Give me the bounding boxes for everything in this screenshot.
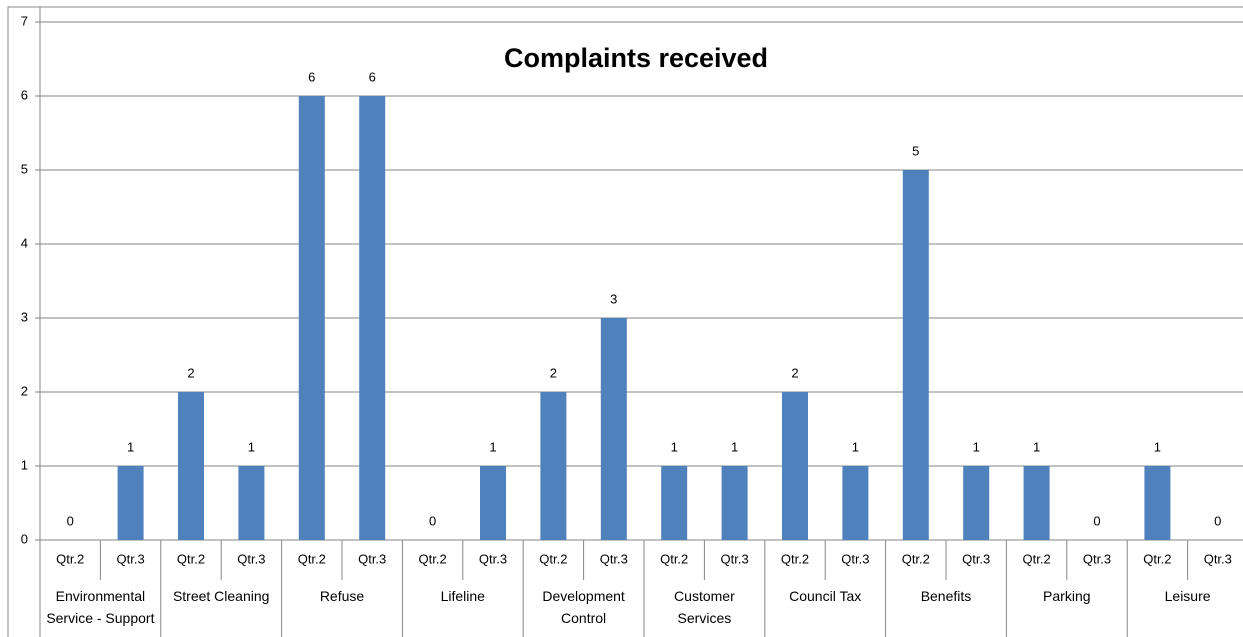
value-label: 2 (550, 365, 557, 380)
value-label: 5 (912, 143, 919, 158)
value-label: 6 (308, 69, 315, 84)
x-tick-label: Qtr.3 (358, 551, 386, 566)
bar (540, 392, 567, 540)
y-tick-label: 1 (21, 457, 28, 472)
bar (902, 170, 929, 540)
value-label: 1 (248, 439, 255, 454)
y-tick-label: 6 (21, 87, 28, 102)
chart-border (7, 6, 1243, 637)
group-label: Development Control (542, 588, 625, 626)
x-tick-label: Qtr.2 (1143, 551, 1171, 566)
x-tick-label: Qtr.3 (721, 551, 749, 566)
bar (480, 466, 506, 540)
bar (1144, 466, 1171, 540)
y-tick-label: 2 (21, 383, 28, 398)
x-tick-label: Qtr.3 (600, 551, 628, 566)
value-label: 1 (489, 439, 496, 454)
x-tick-label: Qtr.3 (479, 551, 507, 566)
x-tick-label: Qtr.2 (1023, 551, 1051, 566)
chart-title: Complaints received (504, 43, 768, 73)
x-tick-label: Qtr.2 (419, 551, 447, 566)
x-tick-label: Qtr.3 (962, 551, 990, 566)
value-label: 0 (429, 513, 436, 528)
y-tick-label: 5 (21, 161, 28, 176)
x-tick-label: Qtr.3 (841, 551, 869, 566)
x-tick-label: Qtr.2 (539, 551, 567, 566)
bar (661, 466, 688, 540)
group-label: Refuse (319, 588, 365, 604)
x-tick-label: Qtr.2 (781, 551, 809, 566)
bar (117, 466, 144, 540)
value-label: 1 (1154, 439, 1161, 454)
group-label: Customer Services (674, 588, 735, 626)
value-label: 0 (1093, 513, 1100, 528)
x-tick-label: Qtr.2 (902, 551, 930, 566)
value-label: 1 (852, 439, 859, 454)
x-tick-label: Qtr.3 (1083, 551, 1111, 566)
y-tick-label: 3 (21, 309, 28, 324)
value-label: 2 (187, 365, 194, 380)
value-label: 1 (127, 439, 134, 454)
group-label: Council Tax (789, 588, 862, 604)
y-tick-label: 0 (21, 531, 28, 546)
group-label: Leisure (1164, 588, 1211, 604)
value-label: 0 (67, 513, 74, 528)
x-tick-label: Qtr.3 (1204, 551, 1232, 566)
bar (178, 392, 204, 540)
group-label: Parking (1043, 588, 1091, 604)
bar (963, 466, 990, 540)
value-label: 1 (1033, 439, 1040, 454)
bar (238, 466, 265, 540)
x-tick-label: Qtr.2 (177, 551, 205, 566)
bar (600, 318, 627, 540)
group-label: Benefits (920, 588, 972, 604)
bar (782, 392, 808, 540)
x-tick-label: Qtr.2 (298, 551, 326, 566)
value-label: 3 (610, 291, 617, 306)
value-label: 1 (973, 439, 980, 454)
x-tick-label: Qtr.3 (237, 551, 265, 566)
value-label: 1 (671, 439, 678, 454)
value-label: 1 (731, 439, 738, 454)
group-label: Environmental Service - Support (46, 588, 155, 626)
x-tick-label: Qtr.2 (660, 551, 688, 566)
value-label: 2 (791, 365, 798, 380)
bar (1023, 466, 1050, 540)
x-tick-label: Qtr.3 (117, 551, 145, 566)
x-tick-label: Qtr.2 (56, 551, 84, 566)
value-label: 0 (1214, 513, 1221, 528)
bar (359, 96, 386, 540)
bar (842, 466, 869, 540)
y-tick-label: 7 (21, 13, 28, 28)
group-label: Lifeline (440, 588, 485, 604)
y-tick-label: 4 (21, 235, 28, 250)
bar (721, 466, 748, 540)
bar (298, 96, 325, 540)
group-label: Street Cleaning (172, 588, 270, 604)
value-label: 6 (369, 69, 376, 84)
